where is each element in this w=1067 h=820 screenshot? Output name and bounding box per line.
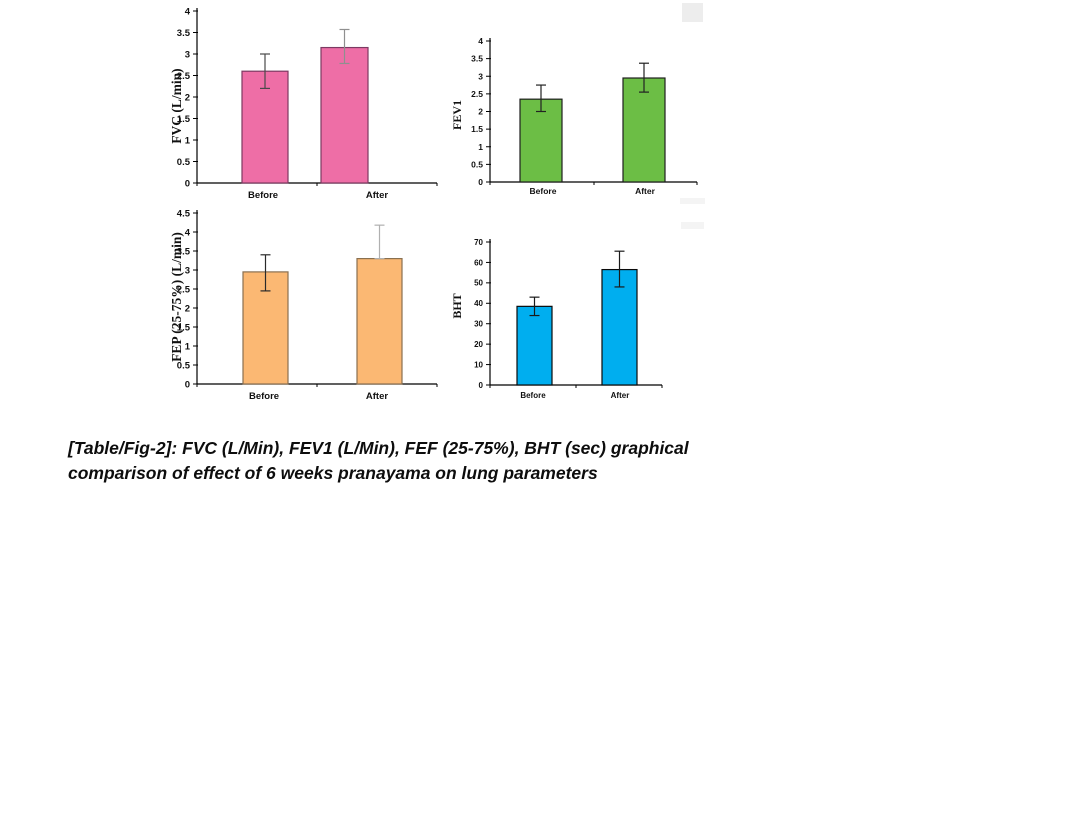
y-tick-label: 40 bbox=[474, 299, 483, 308]
y-tick-label: 70 bbox=[474, 238, 483, 247]
bar-after bbox=[320, 46, 369, 184]
chart-bht: 0 10 20 30 40 50 60 70 Before After BHT bbox=[450, 238, 663, 400]
y-axis-title: BHT bbox=[450, 293, 464, 318]
y-tick-label: 1 bbox=[185, 135, 191, 146]
y-tick-label: 0 bbox=[479, 381, 484, 390]
y-axis-title: FEP (25-75%) (L/min) bbox=[169, 232, 184, 362]
category-label-after: After bbox=[611, 391, 630, 400]
y-tick-label: 0 bbox=[185, 178, 190, 189]
y-tick-label: 2 bbox=[478, 107, 483, 117]
y-tick-label: 10 bbox=[474, 360, 483, 369]
figure-caption: [Table/Fig-2]: FVC (L/Min), FEV1 (L/Min)… bbox=[68, 436, 868, 485]
y-tick-label: 1.5 bbox=[177, 322, 191, 333]
bar-after bbox=[622, 77, 666, 183]
scan-artifact bbox=[682, 3, 703, 22]
y-tick-label: 0.5 bbox=[177, 360, 191, 371]
y-tick-label: 4.5 bbox=[177, 208, 191, 219]
bar-before bbox=[519, 98, 563, 183]
category-label-before: Before bbox=[248, 190, 278, 201]
chart-fev1: 0 0.5 1 1.5 2 2.5 3 3.5 4 Before After FEV1 bbox=[450, 36, 698, 196]
figure-caption-line-1: [Table/Fig-2]: FVC (L/Min), FEV1 (L/Min)… bbox=[68, 438, 689, 458]
y-tick-label: 2 bbox=[185, 303, 190, 314]
y-axis-title: FEV1 bbox=[450, 100, 464, 130]
y-tick-label: 1.5 bbox=[177, 114, 191, 125]
chart-fep: 0 0.5 1 1.5 2 2.5 3 3.5 4 4.5 Before After FEP (25-7… bbox=[169, 208, 438, 402]
y-tick-label: 30 bbox=[474, 320, 483, 329]
y-tick-label: 2.5 bbox=[177, 71, 191, 82]
category-label-before: Before bbox=[520, 391, 546, 400]
y-tick-label: 2.5 bbox=[177, 284, 191, 295]
y-tick-label: 1 bbox=[478, 142, 483, 152]
figure-caption-line-2: comparison of effect of 6 weeks pranayam… bbox=[68, 462, 598, 483]
y-tick-label: 3 bbox=[185, 49, 190, 60]
y-tick-label: 0 bbox=[185, 379, 190, 390]
y-tick-label: 2.5 bbox=[471, 89, 483, 99]
y-tick-label: 3 bbox=[185, 265, 190, 276]
y-tick-label: 2 bbox=[185, 92, 190, 103]
category-label-before: Before bbox=[530, 186, 557, 196]
category-label-before: Before bbox=[249, 391, 279, 402]
category-label-after: After bbox=[366, 190, 388, 201]
scan-artifact bbox=[680, 198, 705, 204]
y-tick-label: 20 bbox=[474, 340, 483, 349]
y-tick-label: 0 bbox=[478, 177, 483, 187]
y-tick-label: 1 bbox=[185, 341, 191, 352]
y-tick-label: 4 bbox=[185, 227, 191, 238]
bar-after bbox=[601, 268, 638, 386]
y-tick-label: 4 bbox=[478, 36, 483, 46]
y-tick-label: 3 bbox=[478, 71, 483, 81]
y-tick-label: 0.5 bbox=[471, 159, 483, 169]
scan-artifact bbox=[681, 222, 704, 229]
bar-before bbox=[516, 305, 553, 386]
y-tick-label: 3.5 bbox=[471, 54, 483, 64]
bar-after bbox=[356, 258, 403, 385]
y-tick-label: 1.5 bbox=[471, 124, 483, 134]
y-tick-label: 4 bbox=[185, 6, 191, 17]
category-label-after: After bbox=[635, 186, 656, 196]
category-label-after: After bbox=[366, 391, 388, 402]
y-tick-label: 60 bbox=[474, 258, 483, 267]
y-tick-label: 3.5 bbox=[177, 246, 191, 257]
y-tick-label: 50 bbox=[474, 279, 483, 288]
chart-fvc: 0 0.5 1 1.5 2 2.5 3 3.5 4 Before After FVC (L/min) bbox=[169, 6, 438, 201]
y-axis-title: FVC (L/min) bbox=[169, 68, 184, 143]
y-tick-label: 0.5 bbox=[177, 157, 191, 168]
bar-before bbox=[241, 70, 289, 184]
y-tick-label: 3.5 bbox=[177, 28, 191, 39]
